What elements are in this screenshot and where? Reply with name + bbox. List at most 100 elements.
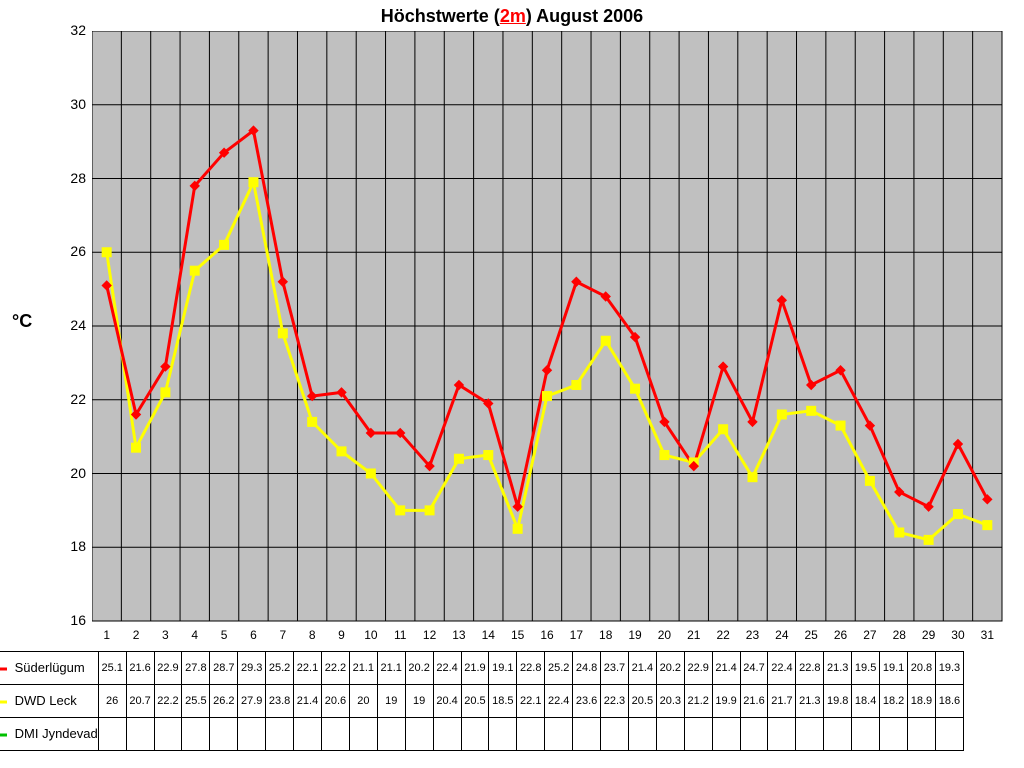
data-cell — [377, 718, 405, 751]
data-cell: 22.1 — [294, 652, 322, 685]
data-cell — [321, 718, 349, 751]
x-tick-label: 24 — [775, 628, 789, 642]
data-cell: 19.1 — [489, 652, 517, 685]
x-tick-label: 25 — [805, 628, 819, 642]
x-tick-label: 17 — [570, 628, 584, 642]
x-tick-label: 30 — [951, 628, 965, 642]
data-cell: 29.3 — [238, 652, 266, 685]
data-cell: 27.8 — [182, 652, 210, 685]
temperature-line-chart: 1234567891011121314151617181920212223242… — [92, 31, 1012, 651]
data-cell: 20.5 — [461, 685, 489, 718]
legend-data-table: Süderlügum25.121.622.927.828.729.325.222… — [0, 651, 964, 751]
data-cell: 19 — [377, 685, 405, 718]
x-tick-label: 8 — [309, 628, 316, 642]
series-name: Süderlügum — [15, 660, 85, 675]
data-cell: 21.6 — [126, 652, 154, 685]
x-tick-label: 28 — [893, 628, 907, 642]
data-cell: 19.3 — [935, 652, 963, 685]
data-cell — [238, 718, 266, 751]
y-tick-label: 22 — [62, 391, 86, 407]
x-tick-label: 21 — [687, 628, 701, 642]
x-tick-label: 2 — [133, 628, 140, 642]
data-cell — [796, 718, 824, 751]
x-tick-label: 7 — [279, 628, 286, 642]
data-cell: 21.6 — [740, 685, 768, 718]
legend-cell: DMI Jyndevad — [0, 718, 98, 751]
x-tick-label: 26 — [834, 628, 848, 642]
data-cell — [349, 718, 377, 751]
data-cell: 26.2 — [210, 685, 238, 718]
chart-title-suffix: ) August 2006 — [526, 6, 643, 26]
data-cell: 22.1 — [517, 685, 545, 718]
data-cell: 22.8 — [517, 652, 545, 685]
data-cell — [852, 718, 880, 751]
x-tick-label: 11 — [394, 628, 407, 642]
data-cell: 22.9 — [154, 652, 182, 685]
data-cell: 18.5 — [489, 685, 517, 718]
data-cell — [489, 718, 517, 751]
data-cell: 23.6 — [573, 685, 601, 718]
x-tick-label: 18 — [599, 628, 613, 642]
data-cell — [266, 718, 294, 751]
x-tick-label: 19 — [628, 628, 642, 642]
x-tick-label: 4 — [191, 628, 198, 642]
x-tick-label: 20 — [658, 628, 672, 642]
y-tick-label: 16 — [62, 612, 86, 628]
chart-title-marker: 2m — [500, 6, 526, 26]
data-cell: 20.4 — [433, 685, 461, 718]
data-cell: 21.1 — [377, 652, 405, 685]
data-cell — [294, 718, 322, 751]
data-cell — [768, 718, 796, 751]
x-tick-label: 10 — [364, 628, 378, 642]
x-tick-label: 16 — [540, 628, 554, 642]
data-cell — [573, 718, 601, 751]
x-tick-label: 31 — [981, 628, 995, 642]
data-cell: 22.4 — [433, 652, 461, 685]
table-row: DMI Jyndevad — [0, 718, 964, 751]
x-tick-label: 6 — [250, 628, 257, 642]
data-cell: 21.4 — [294, 685, 322, 718]
data-cell: 26 — [98, 685, 126, 718]
data-cell — [182, 718, 210, 751]
legend-cell: Süderlügum — [0, 652, 98, 685]
legend-marker-icon — [0, 662, 9, 676]
y-axis-label: °C — [12, 311, 32, 332]
legend-cell: DWD Leck — [0, 685, 98, 718]
data-cell: 21.1 — [349, 652, 377, 685]
data-cell: 20.6 — [321, 685, 349, 718]
data-cell — [154, 718, 182, 751]
data-cell: 19.8 — [824, 685, 852, 718]
data-cell: 22.3 — [601, 685, 629, 718]
x-tick-label: 15 — [511, 628, 525, 642]
data-cell: 19.1 — [880, 652, 908, 685]
chart-title-prefix: Höchstwerte ( — [381, 6, 500, 26]
chart-frame: °C 1234567891011121314151617181920212223… — [12, 31, 1012, 751]
data-cell — [824, 718, 852, 751]
data-cell: 28.7 — [210, 652, 238, 685]
data-cell: 22.2 — [321, 652, 349, 685]
data-cell: 22.4 — [545, 685, 573, 718]
series-name: DMI Jyndevad — [15, 726, 98, 741]
data-cell — [656, 718, 684, 751]
data-cell — [461, 718, 489, 751]
data-cell — [935, 718, 963, 751]
data-cell: 20 — [349, 685, 377, 718]
series-name: DWD Leck — [15, 693, 77, 708]
data-cell: 21.3 — [824, 652, 852, 685]
data-cell: 20.5 — [628, 685, 656, 718]
legend-marker-icon — [0, 728, 9, 742]
data-cell: 22.8 — [796, 652, 824, 685]
data-cell: 20.8 — [908, 652, 936, 685]
x-tick-label: 27 — [863, 628, 877, 642]
y-tick-label: 32 — [62, 22, 86, 38]
y-tick-label: 30 — [62, 96, 86, 112]
data-cell: 22.2 — [154, 685, 182, 718]
data-cell — [880, 718, 908, 751]
x-tick-label: 14 — [482, 628, 496, 642]
data-cell — [684, 718, 712, 751]
data-cell: 21.3 — [796, 685, 824, 718]
x-tick-label: 23 — [746, 628, 760, 642]
data-cell: 21.2 — [684, 685, 712, 718]
x-tick-label: 5 — [221, 628, 228, 642]
data-cell: 19.9 — [712, 685, 740, 718]
